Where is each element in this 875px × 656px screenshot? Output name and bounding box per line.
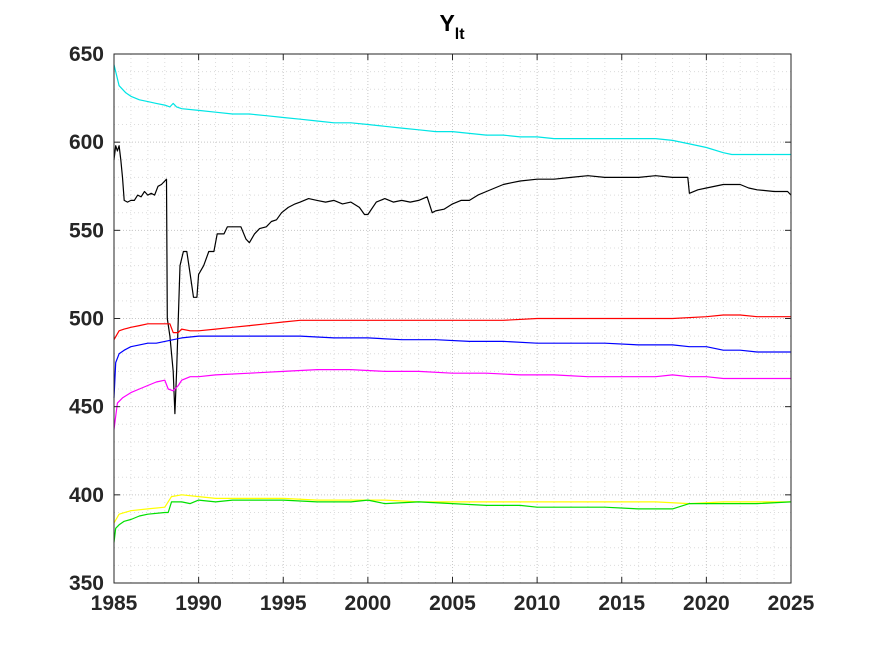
chart-title-subscript: lt (455, 26, 465, 43)
grid (114, 54, 791, 583)
x-tick-label: 2005 (429, 592, 476, 615)
y-tick-label: 400 (69, 484, 104, 507)
x-tick-label: 1995 (260, 592, 307, 615)
y-tick-label: 650 (69, 43, 104, 66)
x-tick-label: 2010 (514, 592, 561, 615)
x-tick-label: 1985 (91, 592, 138, 615)
y-tick-label: 350 (69, 572, 104, 595)
x-tick-label: 2020 (683, 592, 730, 615)
y-tick-label: 600 (69, 131, 104, 154)
x-tick-label: 1990 (175, 592, 222, 615)
series-group (113, 64, 792, 543)
y-tick-label: 500 (69, 308, 104, 331)
chart-title: Ylt (439, 10, 465, 43)
series-line-1 (113, 64, 791, 156)
x-tick-label: 2000 (345, 592, 392, 615)
series-line-4 (113, 335, 791, 398)
series-line-5 (113, 369, 791, 430)
series-line-2 (113, 145, 792, 415)
x-axis-ticks: 1985 1990 1995 2000 2005 2010 2015 2020 2025 (91, 54, 815, 615)
series-line-3 (113, 314, 791, 340)
chart-title-main: Y (439, 10, 454, 36)
x-tick-label: 2015 (598, 592, 645, 615)
series-line-7 (113, 499, 792, 543)
y-tick-label: 450 (69, 396, 104, 419)
y-tick-label: 550 (69, 219, 104, 242)
x-tick-label: 2025 (768, 592, 815, 615)
y-axis-ticks: 350 400 450 500 550 600 650 (69, 43, 791, 595)
